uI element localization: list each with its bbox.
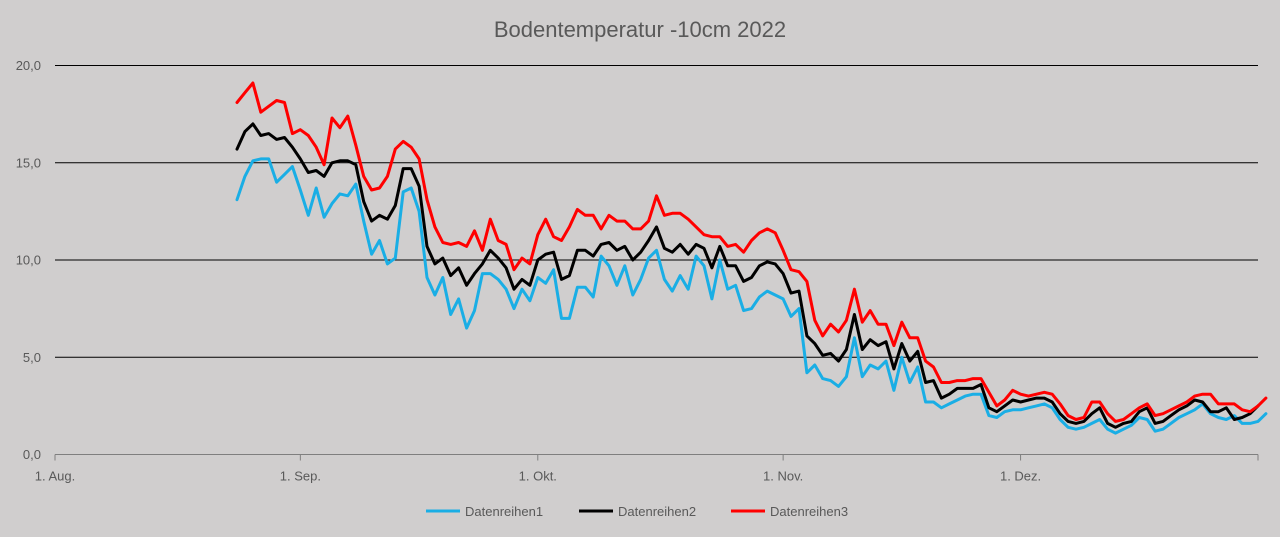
gridlines <box>55 65 1258 358</box>
y-tick-label: 0,0 <box>23 447 41 462</box>
x-tick-label: 1. Okt. <box>519 469 557 484</box>
legend: Datenreihen1 Datenreihen2 Datenreihen3 <box>426 504 848 519</box>
x-tick-label: 1. Aug. <box>35 469 75 484</box>
y-tick-label: 5,0 <box>23 350 41 365</box>
y-tick-label: 10,0 <box>16 253 41 268</box>
series-line-2 <box>235 122 1260 429</box>
x-tick-label: 1. Sep. <box>280 469 321 484</box>
y-tick-label: 20,0 <box>16 58 41 73</box>
legend-label-2: Datenreihen2 <box>618 504 696 519</box>
chart-title: Bodentemperatur -10cm 2022 <box>494 17 786 42</box>
series-lines <box>235 81 1268 435</box>
y-tick-labels: 0,0 5,0 10,0 15,0 20,0 <box>16 58 41 462</box>
legend-label-1: Datenreihen1 <box>465 504 543 519</box>
series-line-1 <box>235 157 1268 435</box>
x-tick-label: 1. Nov. <box>763 469 803 484</box>
series-line-3 <box>235 81 1268 423</box>
x-tick-labels: 1. Aug. 1. Sep. 1. Okt. 1. Nov. 1. Dez. <box>35 454 1259 484</box>
x-tick-label: 1. Dez. <box>1000 469 1041 484</box>
y-tick-label: 15,0 <box>16 155 41 170</box>
legend-label-3: Datenreihen3 <box>770 504 848 519</box>
